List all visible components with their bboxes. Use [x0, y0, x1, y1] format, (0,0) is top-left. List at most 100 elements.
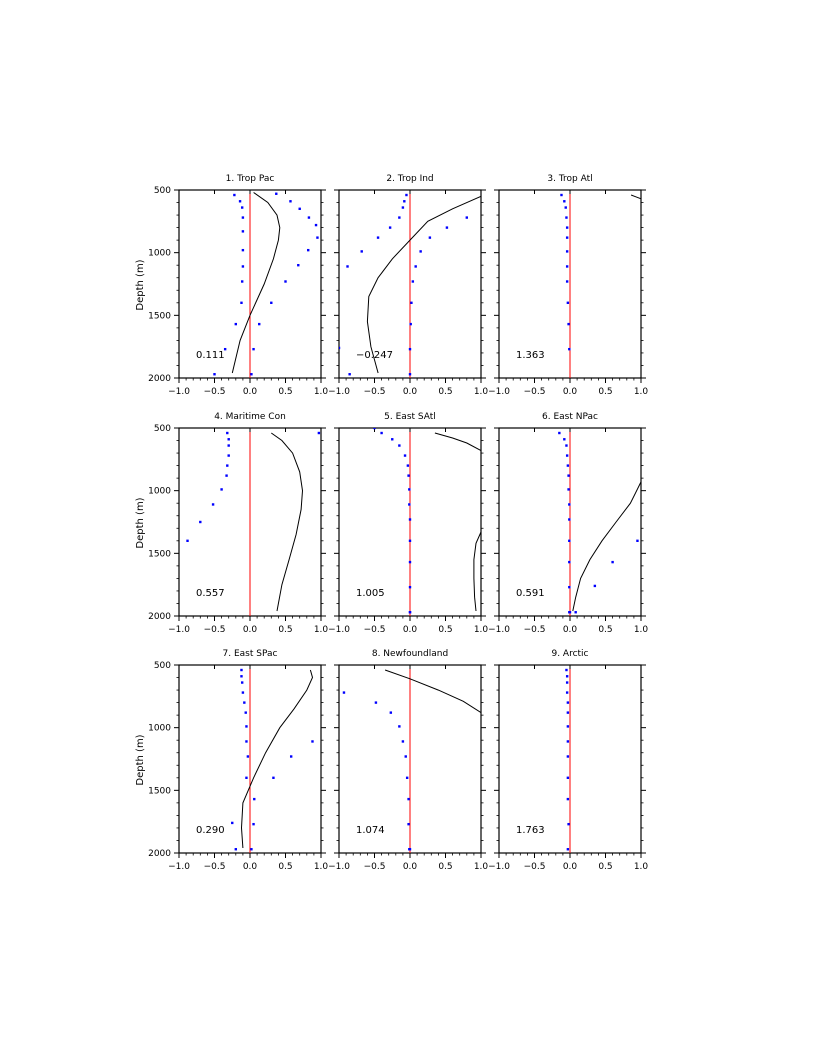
panel-4-dot — [211, 503, 215, 506]
panel-5-xtick-label: −1.0 — [328, 625, 350, 635]
panel-3-plot-area — [560, 193, 641, 351]
panel-5-dot — [373, 428, 376, 430]
panel-3-title: 3. Trop Atl — [547, 174, 592, 184]
panel-9-value-label: 1.763 — [516, 825, 545, 836]
panel-3-dot — [565, 250, 569, 253]
y-axis-label-row-1: Depth (m) — [135, 259, 146, 310]
panel-4-profile-line — [271, 432, 304, 612]
panel-3-dot — [560, 193, 563, 197]
panel-5-xtick-label: 1.0 — [474, 625, 489, 635]
panel-6-xtick-label: 0.5 — [598, 625, 612, 635]
panel-5-xtick-label: 0.5 — [438, 625, 452, 635]
panel-4-xtick-label: −0.5 — [204, 625, 226, 635]
panel-4-dot — [226, 431, 229, 435]
panel-3-xtick-label: 0.0 — [563, 387, 578, 397]
panel-2-dot — [376, 236, 380, 239]
panel-9-dot — [566, 776, 570, 779]
panel-6-dot — [568, 560, 571, 564]
panel-5-dot — [408, 539, 412, 542]
panel-1-dot-series-2 — [298, 207, 301, 210]
panel-8-dot — [404, 755, 407, 758]
panel-8-dot — [401, 740, 405, 743]
panel-1-dot-series-2 — [258, 322, 261, 326]
panel-9-dot — [566, 725, 570, 728]
panel-4-title: 4. Maritime Con — [214, 412, 286, 422]
panel-4-ytick-label: 2000 — [148, 612, 171, 622]
panel-8-plot-area — [342, 669, 481, 851]
panel-3-dot — [564, 206, 567, 209]
panel-5-profile-line-2 — [473, 531, 481, 612]
panel-7-dot — [246, 755, 250, 758]
panel-7-xtick-label: 1.0 — [314, 862, 329, 872]
panel-2-dot — [339, 346, 341, 350]
panel-6-dot — [567, 474, 570, 477]
panel-9-dot — [565, 675, 569, 678]
y-axis-label-row-3: Depth (m) — [135, 734, 146, 785]
panel-5-dot — [398, 444, 401, 447]
panel-6-plot-area — [558, 431, 641, 614]
panel-4-dot — [227, 444, 230, 447]
panel-3: 3. Trop Atl −1.0 −0.5 0.0 0.5 1.0 1.363 — [488, 174, 648, 397]
panel-2-title: 2. Trop Ind — [386, 174, 433, 184]
panel-2: 2. Trop Ind −1.0 −0.5 0.0 0.5 1.0 −0.247 — [328, 174, 488, 397]
panel-2-xtick-label: −1.0 — [328, 387, 350, 397]
panel-8-dot — [398, 725, 401, 728]
panel-7-dot — [240, 675, 243, 678]
panel-3-xtick-label: −1.0 — [488, 387, 510, 397]
panel-4-dot — [227, 454, 230, 457]
panel-1-xtick-label: −1.0 — [168, 387, 190, 397]
panel-8-xtick-label: −1.0 — [328, 862, 350, 872]
panel-1-dot — [241, 248, 245, 252]
panel-9-dot — [566, 740, 570, 743]
panel-9-xtick-label: 0.0 — [563, 862, 578, 872]
panel-3-xtick-label: 0.5 — [598, 387, 612, 397]
panel-1-dot-series-2 — [314, 223, 318, 227]
panel-4-dot — [227, 438, 230, 441]
panel-1-dot-series-2 — [275, 192, 278, 195]
panel-2-dot — [388, 226, 392, 229]
panel-2-dot — [346, 265, 349, 268]
panel-3-dot — [565, 226, 569, 229]
panel-9-xtick-label: −0.5 — [524, 862, 546, 872]
panel-2-dot-series-2 — [408, 373, 412, 376]
panel-6-dot — [568, 585, 571, 589]
panel-4-xtick-label: 0.0 — [243, 625, 258, 635]
panel-1-dot — [241, 216, 245, 219]
panel-7-ytick-label: 1500 — [148, 786, 171, 796]
panel-7-dot — [244, 711, 247, 714]
panel-1-plot-area — [213, 192, 319, 376]
panel-1-ytick-label: 1000 — [148, 249, 171, 259]
panel-4-ytick-label: 1000 — [148, 487, 171, 497]
panel-7-dot-series-2 — [250, 848, 253, 851]
panel-2-plot-area — [339, 193, 481, 376]
panel-6-dot — [563, 438, 566, 441]
panel-8-xtick-label: 0.5 — [438, 862, 452, 872]
panel-9-dot — [566, 848, 570, 851]
panel-6-dot — [567, 488, 570, 491]
panel-6-xtick-label: 0.0 — [563, 625, 578, 635]
panel-9-xtick-label: 0.5 — [598, 862, 612, 872]
panel-7-dot — [245, 776, 248, 779]
panel-4-plot-area — [186, 431, 321, 612]
panel-3-value-label: 1.363 — [516, 350, 545, 361]
panel-6-dot — [568, 539, 571, 542]
panel-1-dot-series-2 — [307, 248, 310, 252]
panel-1-dot — [223, 347, 227, 351]
panel-9-plot-area — [565, 668, 570, 851]
panel-5-dot — [408, 560, 412, 564]
panel-1-dot — [240, 206, 244, 209]
panel-5-dot — [408, 611, 412, 614]
panel-9: 9. Arctic −1.0 −0.5 0.0 0.5 1.0 1.763 — [488, 649, 648, 872]
panel-7-xtick-label: 0.0 — [243, 862, 258, 872]
panel-6-xtick-label: 1.0 — [634, 625, 649, 635]
panel-1-title: 1. Trop Pac — [226, 174, 275, 184]
panel-3-dot — [565, 216, 568, 219]
panel-6-title: 6. East NPac — [542, 412, 598, 422]
panel-1-dot — [241, 265, 245, 268]
panel-4-xtick-label: 0.5 — [278, 625, 292, 635]
panel-7-profile-line — [240, 669, 314, 849]
panel-4-dot — [220, 488, 223, 491]
panel-6-dot-series-2 — [636, 539, 639, 542]
panel-7-dot — [243, 701, 246, 704]
